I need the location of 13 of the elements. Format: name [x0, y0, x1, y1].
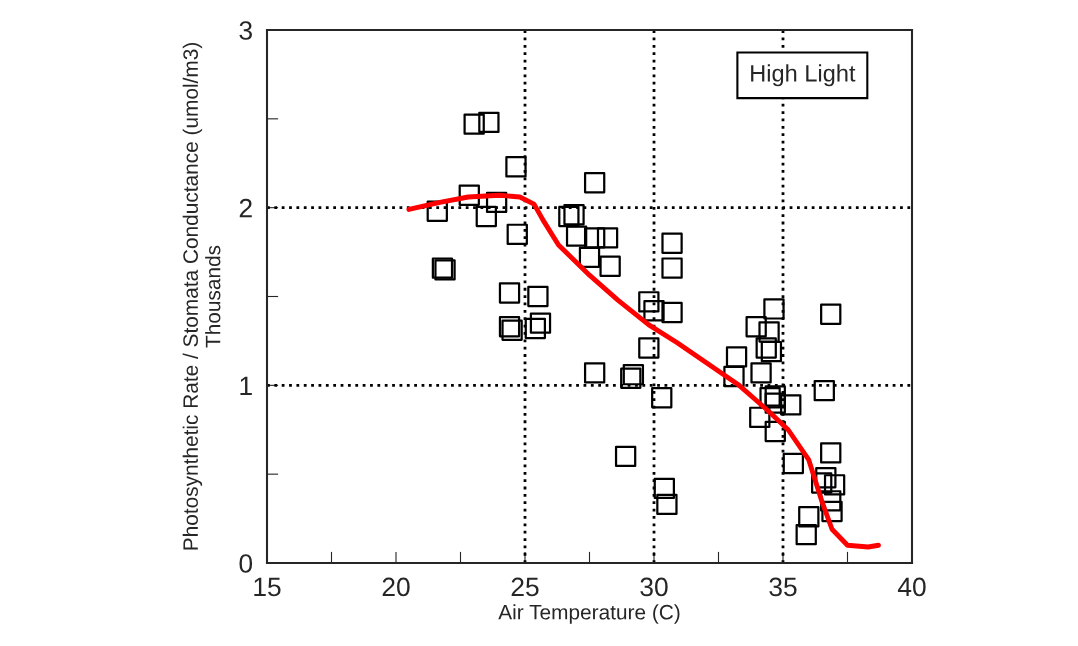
annotation: High Light: [751, 64, 856, 87]
x-tick-label: 20: [382, 577, 410, 597]
x-tick-label: 30: [640, 577, 668, 597]
x-tick-label: 35: [769, 577, 797, 597]
x-axis-title: Air Temperature (C): [498, 604, 680, 624]
x-tick-label: 15: [254, 577, 281, 597]
y-tick-label: 1: [240, 376, 252, 395]
y-tick-label: 0: [239, 554, 253, 573]
y-tick-label: 2: [239, 198, 252, 218]
y-axis-title: Photosynthetic Rate / Stomata Conductance (umol/m3) Thousands: [182, 43, 221, 550]
x-tick-label: 25: [511, 577, 539, 597]
y-tick-label: 3: [239, 21, 252, 40]
x-tick-label: 40: [897, 577, 926, 597]
